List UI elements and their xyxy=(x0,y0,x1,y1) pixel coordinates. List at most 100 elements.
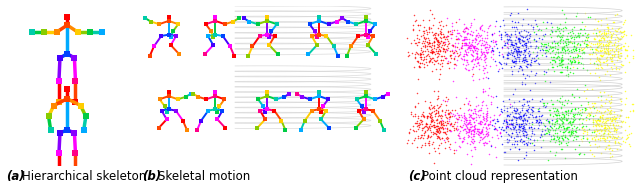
Point xyxy=(566,110,576,113)
Point xyxy=(491,128,501,131)
Point xyxy=(470,111,481,114)
Point xyxy=(465,52,476,55)
Point xyxy=(594,124,604,127)
Point xyxy=(424,54,434,57)
Point xyxy=(451,35,461,38)
Point xyxy=(451,126,461,129)
Point xyxy=(603,48,613,51)
Point xyxy=(451,49,461,52)
Point xyxy=(473,31,483,34)
Point xyxy=(418,19,428,22)
Point xyxy=(614,51,625,54)
Point xyxy=(564,134,575,137)
Point xyxy=(577,48,588,51)
Point xyxy=(420,36,431,39)
Point xyxy=(487,32,497,36)
Point xyxy=(425,128,435,131)
Point xyxy=(522,103,532,106)
Point xyxy=(588,104,598,107)
Point xyxy=(568,96,579,99)
Point xyxy=(499,62,509,65)
Point xyxy=(474,63,484,66)
Point xyxy=(472,52,483,55)
Point xyxy=(440,110,450,113)
Point xyxy=(479,52,489,55)
Point xyxy=(460,123,470,126)
Point xyxy=(602,62,612,66)
Point xyxy=(596,46,607,49)
Point xyxy=(465,113,476,117)
Point xyxy=(419,114,429,117)
Point xyxy=(486,123,497,126)
Point xyxy=(446,130,456,133)
Point xyxy=(475,120,485,123)
Point xyxy=(578,50,588,53)
Point xyxy=(612,45,622,48)
Point xyxy=(410,136,420,139)
Point xyxy=(514,50,524,53)
Point xyxy=(467,48,477,51)
Point xyxy=(540,103,550,106)
Point xyxy=(551,50,561,53)
Point xyxy=(476,48,486,51)
Point xyxy=(556,147,566,151)
Point xyxy=(598,118,608,121)
Point xyxy=(566,48,576,51)
Point xyxy=(582,137,592,140)
Point xyxy=(468,112,478,115)
Point xyxy=(513,158,524,161)
Point xyxy=(544,120,554,123)
Point xyxy=(524,126,534,129)
Point xyxy=(430,60,440,63)
Point xyxy=(477,137,488,140)
Point xyxy=(593,20,603,23)
Point xyxy=(497,45,507,48)
Point xyxy=(557,58,568,62)
Point xyxy=(510,124,520,127)
Point xyxy=(570,34,580,37)
Point xyxy=(447,115,458,118)
Point xyxy=(551,151,561,154)
Point xyxy=(468,133,479,136)
Point xyxy=(431,134,442,137)
Point xyxy=(458,140,468,143)
Point xyxy=(571,137,581,140)
Point xyxy=(463,45,474,48)
Point xyxy=(557,54,568,57)
Point xyxy=(555,124,565,127)
Point xyxy=(568,47,578,50)
Point xyxy=(452,58,462,61)
Point xyxy=(460,66,470,69)
Point xyxy=(438,130,449,134)
Point xyxy=(537,43,547,46)
Point xyxy=(427,124,437,127)
Point xyxy=(508,92,518,95)
Point xyxy=(590,138,600,141)
Point xyxy=(486,100,496,103)
Point xyxy=(500,34,510,37)
Point xyxy=(431,39,442,42)
Point xyxy=(541,45,551,49)
Point xyxy=(519,123,529,126)
Point xyxy=(428,50,438,53)
Point xyxy=(568,131,578,134)
Point xyxy=(475,122,485,125)
Point xyxy=(560,25,570,28)
Point xyxy=(422,116,433,119)
Point xyxy=(565,60,575,63)
Point xyxy=(604,100,614,103)
Point xyxy=(429,124,439,127)
Point xyxy=(473,127,483,130)
Point xyxy=(552,136,562,139)
Point xyxy=(574,34,584,37)
Point xyxy=(516,35,527,38)
Point xyxy=(515,53,525,57)
Point xyxy=(508,70,518,73)
Point xyxy=(407,142,417,145)
Point xyxy=(575,55,585,58)
Point xyxy=(468,137,479,140)
Point xyxy=(586,152,596,155)
Point xyxy=(575,151,585,154)
Point xyxy=(518,44,528,47)
Point xyxy=(597,121,607,124)
